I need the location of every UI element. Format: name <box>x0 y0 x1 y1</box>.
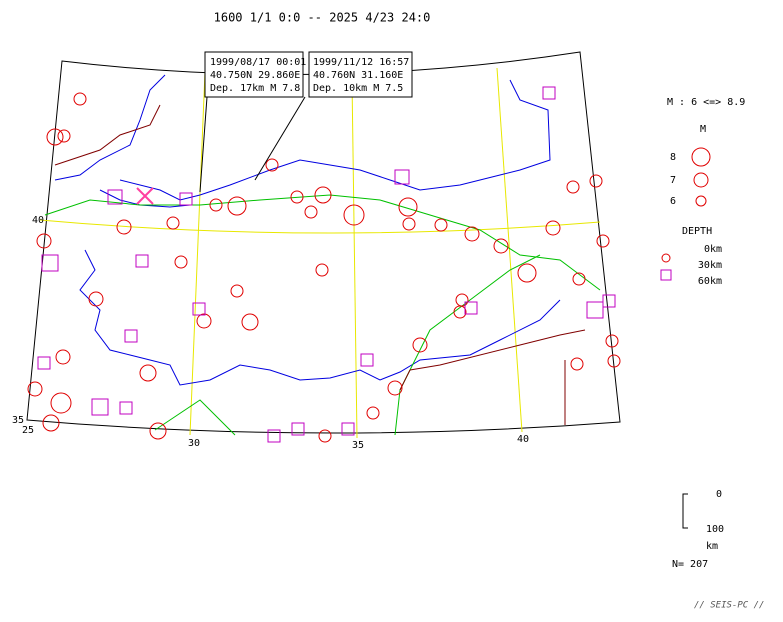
depth-scale-label: km <box>706 541 718 552</box>
lon-label: 25 <box>22 425 34 436</box>
depth-scale-label: 0 <box>716 489 722 500</box>
lat-label: 40 <box>32 215 44 226</box>
depth-scale-label: 100 <box>706 524 724 535</box>
callout-line: Dep. 10km M 7.5 <box>313 83 403 94</box>
graticule <box>39 67 601 439</box>
legend-title: M <box>700 124 706 135</box>
border <box>54 104 586 425</box>
event-count: N= 207 <box>672 559 708 570</box>
events <box>27 86 621 443</box>
legend-label: 60km <box>698 276 722 287</box>
callout: 1999/08/17 00:01 40.750N 29.860E Dep. 17… <box>199 51 413 193</box>
legend-range: M : 6 <=> 8.9 <box>667 97 745 108</box>
legend-label: 6 <box>670 196 676 207</box>
depth-scale <box>682 493 688 529</box>
lat-label: 35 <box>12 415 24 426</box>
coastline <box>54 74 561 386</box>
plate-boundary <box>44 194 601 436</box>
title: 1600 1/1 0:0 -- 2025 4/23 24:0 <box>214 11 431 25</box>
callout-line: Dep. 17km M 7.8 <box>210 83 300 94</box>
lon-label: 30 <box>188 438 200 449</box>
legend-label: 0km <box>704 244 722 255</box>
lon-label: 40 <box>517 434 529 445</box>
callout-line: 1999/08/17 00:01 <box>210 57 306 68</box>
legend-label: 30km <box>698 260 722 271</box>
footer: // SEIS-PC // <box>694 601 764 611</box>
legend-label: 7 <box>670 175 676 186</box>
callout-line: 1999/11/12 16:57 <box>313 57 409 68</box>
legend-title: DEPTH <box>682 226 712 237</box>
legend-label: 8 <box>670 152 676 163</box>
legend: M : 6 <=> 8.9 M 8 7 6 DEPTH 0km 30km 60k… <box>660 97 745 287</box>
map-frame <box>26 51 621 434</box>
callout-line: 40.760N 31.160E <box>313 70 403 81</box>
callout-line: 40.750N 29.860E <box>210 70 300 81</box>
lon-label: 35 <box>352 440 364 451</box>
